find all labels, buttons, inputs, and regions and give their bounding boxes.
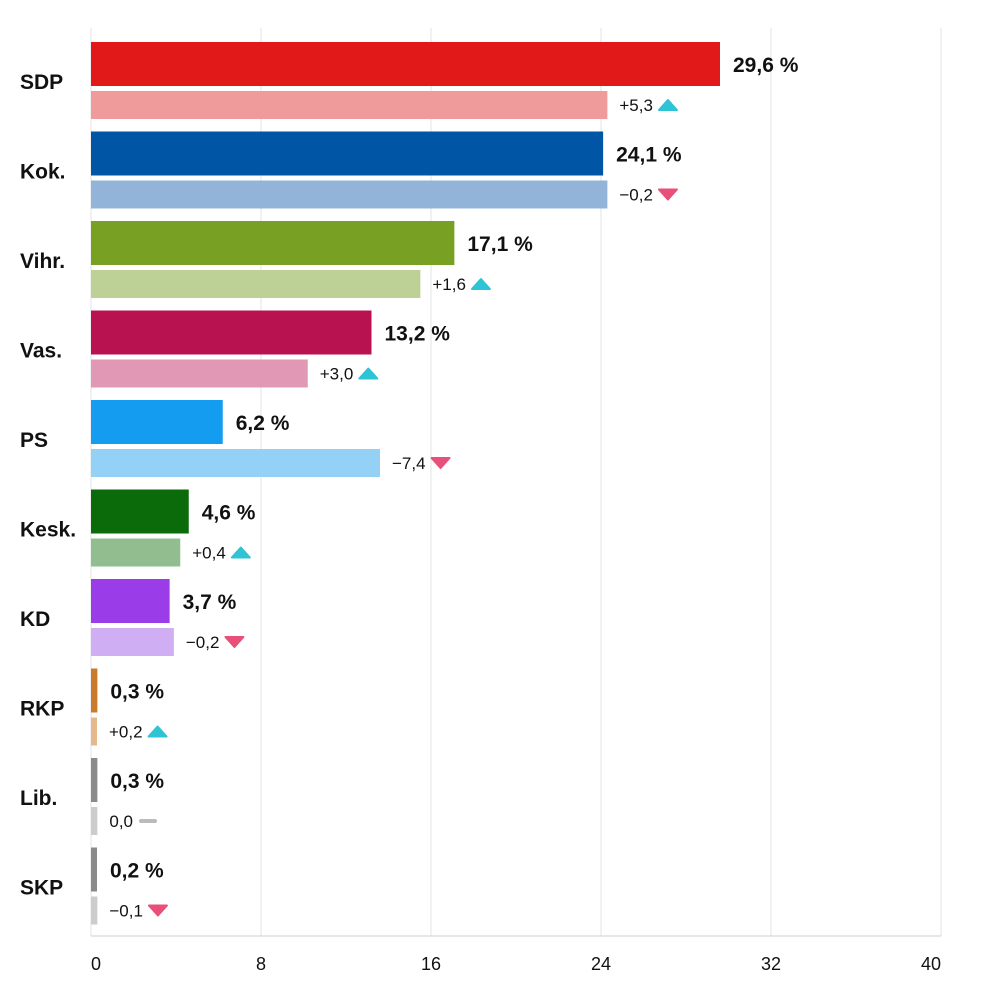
change-value-label: +1,6 <box>432 275 466 294</box>
change-value-label: +0,2 <box>109 723 143 742</box>
party-label: Kesk. <box>20 519 76 542</box>
result-bar <box>91 131 604 176</box>
result-value-label: 29,6 % <box>733 54 799 77</box>
party-label: SDP <box>20 71 63 94</box>
down-arrow-icon <box>430 457 451 469</box>
previous-result-bar <box>91 359 308 388</box>
party-row: Vihr. 17,1 %+1,6 <box>20 221 533 298</box>
previous-result-bar <box>91 270 421 298</box>
result-value-label: 6,2 % <box>236 412 290 435</box>
previous-result-bar <box>91 807 98 835</box>
result-value-label: 0,3 % <box>110 681 164 704</box>
x-tick-label: 40 <box>921 954 941 974</box>
party-row: SDP 29,6 % +5,3 <box>20 42 799 119</box>
party-row: SKP 0,2 % −0,1 <box>20 847 168 925</box>
x-tick-label: 24 <box>591 954 611 974</box>
change-value-label: −0,2 <box>619 186 653 205</box>
party-label: Kok. <box>20 161 66 184</box>
result-value-label: 0,3 % <box>110 770 164 793</box>
up-arrow-icon <box>470 278 491 290</box>
change-value-label: −7,4 <box>392 454 426 473</box>
up-arrow-icon <box>230 546 251 559</box>
party-row: KD 3,7 % −0,2 <box>20 579 245 656</box>
party-label: SKP <box>20 877 63 900</box>
result-bar <box>91 489 189 534</box>
party-row: PS 6,2 % −7,4 <box>20 400 451 477</box>
result-value-label: 4,6 % <box>202 502 256 525</box>
down-arrow-icon <box>224 636 245 648</box>
previous-result-bar <box>91 449 380 477</box>
party-row: RKP 0,3 % +0,2 <box>20 668 168 746</box>
previous-result-bar <box>91 538 181 567</box>
result-bar <box>91 579 170 623</box>
bar-rows: SDP 29,6 % +5,3 Kok. 24,1 % −0,2 Vihr. 17,1 %+1… <box>20 42 799 925</box>
result-bar <box>91 221 455 265</box>
party-label: KD <box>20 608 50 631</box>
neutral-dash-icon <box>139 819 158 823</box>
result-bar <box>91 668 98 713</box>
party-label: Vas. <box>20 340 62 363</box>
result-bar <box>91 400 223 444</box>
change-value-label: −0,1 <box>109 902 143 921</box>
result-value-label: 24,1 % <box>616 144 682 167</box>
party-row: Vas. 13,2 % +3,0 <box>20 310 451 388</box>
party-label: Vihr. <box>20 250 65 273</box>
up-arrow-icon <box>358 367 379 380</box>
previous-result-bar <box>91 717 97 746</box>
previous-result-bar <box>91 896 98 925</box>
down-arrow-icon <box>147 904 168 917</box>
party-label: PS <box>20 429 48 452</box>
party-row: Lib. 0,3 % 0,0 <box>20 758 164 835</box>
previous-result-bar <box>91 180 608 209</box>
down-arrow-icon <box>657 188 678 201</box>
result-value-label: 13,2 % <box>385 323 451 346</box>
change-value-label: −0,2 <box>186 633 220 652</box>
result-value-label: 17,1 % <box>467 233 533 256</box>
party-label: Lib. <box>20 787 57 810</box>
result-bar <box>91 310 372 355</box>
x-axis: 0 8 16 24 32 40 <box>91 935 941 974</box>
result-value-label: 3,7 % <box>183 591 237 614</box>
party-label: RKP <box>20 698 64 721</box>
party-row: Kesk. 4,6 % +0,4 <box>20 489 256 567</box>
party-row: Kok. 24,1 % −0,2 <box>20 131 682 209</box>
up-arrow-icon <box>147 725 168 738</box>
x-tick-label: 0 <box>91 954 101 974</box>
result-bar <box>91 758 98 802</box>
result-bar <box>91 42 720 86</box>
x-tick-label: 8 <box>256 954 266 974</box>
up-arrow-icon <box>657 99 678 111</box>
change-value-label: +3,0 <box>320 365 354 384</box>
previous-result-bar <box>91 91 608 119</box>
change-value-label: +0,4 <box>192 544 226 563</box>
change-value-label: 0,0 <box>109 812 133 831</box>
x-tick-label: 32 <box>761 954 781 974</box>
change-value-label: +5,3 <box>619 96 653 115</box>
previous-result-bar <box>91 628 174 656</box>
result-value-label: 0,2 % <box>110 860 164 883</box>
result-bar <box>91 847 97 892</box>
x-tick-label: 16 <box>421 954 441 974</box>
